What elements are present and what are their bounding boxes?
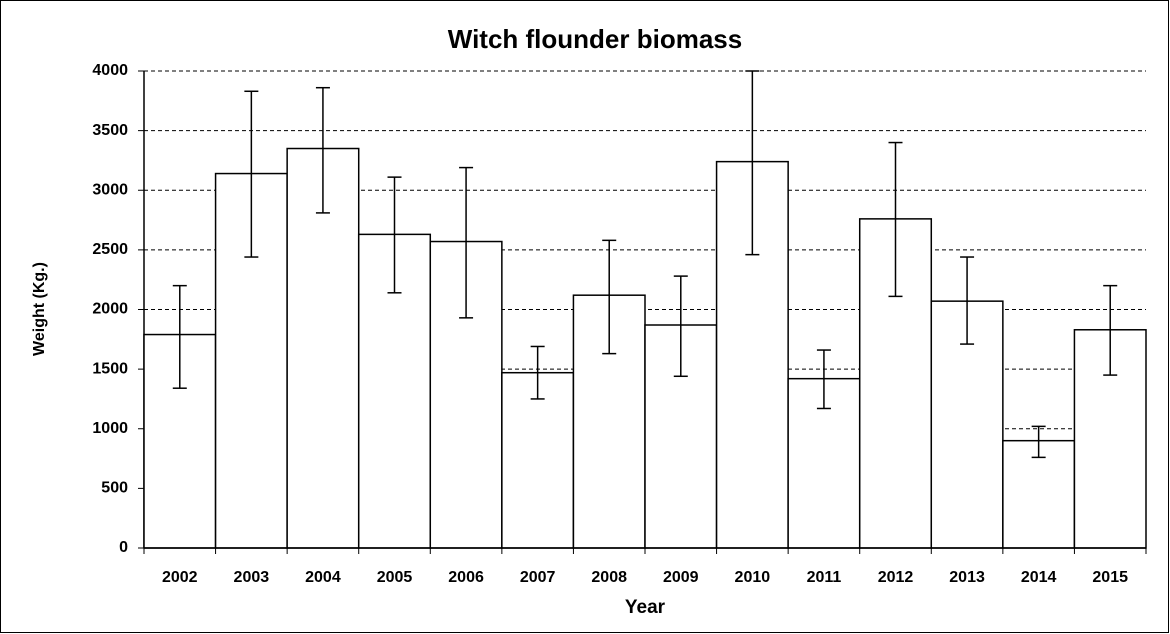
y-tick-label: 3000 (92, 181, 128, 198)
x-tick-label: 2012 (878, 569, 914, 586)
x-tick-label: 2015 (1092, 569, 1128, 586)
x-tick-label: 2014 (1021, 569, 1057, 586)
y-tick-label: 1500 (92, 360, 128, 377)
y-tick-label: 2500 (92, 241, 128, 258)
x-tick-label: 2002 (162, 569, 198, 586)
y-tick-label: 1000 (92, 420, 128, 437)
x-tick-label: 2009 (663, 569, 699, 586)
x-tick-label: 2011 (807, 569, 842, 586)
y-axis-label: Weight (Kg.) (31, 262, 48, 356)
x-tick-label: 2013 (949, 569, 985, 586)
x-tick-label: 2003 (234, 569, 270, 586)
y-tick-label: 2000 (92, 301, 128, 318)
x-tick-label: 2008 (591, 569, 627, 586)
y-tick-label: 0 (119, 539, 128, 556)
x-tick-label: 2007 (520, 569, 556, 586)
x-tick-label: 2004 (305, 569, 341, 586)
x-axis-label: Year (625, 597, 666, 618)
chart-title: Witch flounder biomass (448, 24, 742, 54)
y-tick-label: 3500 (92, 122, 128, 139)
x-tick-label: 2005 (377, 569, 413, 586)
x-tick-label: 2006 (448, 569, 484, 586)
y-tick-label: 500 (101, 480, 128, 497)
x-tick-label: 2010 (735, 569, 771, 586)
y-tick-label: 4000 (92, 62, 128, 79)
